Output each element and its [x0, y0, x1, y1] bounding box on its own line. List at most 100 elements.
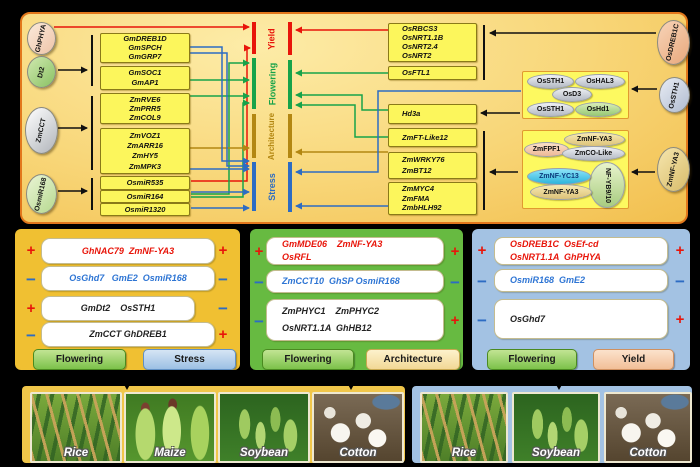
crop-photo-rice: Rice	[420, 392, 508, 463]
complex-oval: ZmNF-YA3	[564, 132, 625, 147]
complex-oval: OsSTH1	[527, 102, 574, 117]
trait-tag-flowering: Flowering	[33, 349, 126, 370]
trait-stress: Stress	[256, 162, 288, 211]
tag-label: Flowering	[284, 354, 332, 365]
gene-row: ZmPHYC1 ZmPHYC2 OsNRT1.1A GhHB12	[266, 299, 444, 341]
gene-box-hd3a: Hd3a	[388, 104, 477, 124]
effect-sign: +	[218, 326, 228, 343]
gene-box-zmmyc4: ZmMYC4 ZmFMA ZmbHLH92	[388, 182, 477, 215]
gene: OsmiR164	[126, 191, 164, 201]
trait-tag-architecture: Architecture	[366, 349, 460, 370]
trait-tag-yield: Yield	[593, 349, 674, 370]
trait-yield-label: Yield	[267, 27, 277, 50]
gene-box-osnrt: OsRBCS3 OsNRT1.1B OsNRT2.4 OsNRT2	[388, 23, 477, 62]
effect-sign: −	[26, 270, 36, 289]
effect-sign: +	[675, 242, 685, 259]
gene: OsNRT2	[402, 51, 432, 61]
gene-box-zmrve6: ZmRVE6 ZmPRR5 ZmCOL9	[100, 93, 190, 124]
tag-label: Architecture	[383, 354, 443, 365]
gene-box-osmir535: OsmiR535	[100, 176, 190, 190]
effect-sign: −	[477, 311, 487, 330]
effect-sign: −	[218, 270, 228, 289]
effect-sign: −	[218, 299, 228, 318]
gene-box-zmftlike12: ZmFT-Like12	[388, 128, 477, 147]
gene-list: ZmCCT GhDREB1	[89, 329, 167, 339]
crop-label: Cotton	[339, 447, 377, 459]
gene: GmGRP7	[128, 52, 162, 62]
gene: GmSOC1	[128, 68, 162, 78]
oval-osdreb1c-label: OsDREB1C	[665, 23, 682, 62]
gene-row: ZmCCT GhDREB1	[41, 322, 215, 347]
effect-sign: −	[477, 272, 487, 291]
complex-gene-label: NF-YB9/10	[603, 167, 611, 203]
gene-list: OsNRT1.1A GhHB12	[282, 323, 372, 333]
gene-list: GmDt2 OsSTH1	[80, 303, 156, 313]
oval-osmir168: OsmiR168	[26, 174, 57, 214]
complex-oval: OsD3	[552, 87, 592, 102]
effect-sign: +	[450, 312, 460, 329]
complex-gene-label: OsSTH1	[536, 78, 565, 85]
gene-list: ZmCCT10 GhSP OsmiR168	[282, 276, 400, 286]
gene: OsNRT1.1B	[402, 33, 444, 43]
gene-box-gmsoc1: GmSOC1 GmAP1	[100, 66, 190, 90]
gene-box-osmir164: OsmiR164	[100, 190, 190, 203]
oval-zmcct: ZmCCT	[25, 107, 58, 154]
gene-list: OsGhd7	[510, 313, 546, 324]
effect-sign: −	[254, 273, 264, 292]
gene-list: OsNRT1.1A GhPHYA	[510, 252, 601, 262]
crop-photo-soybean: Soybean	[218, 392, 310, 463]
down-arrow	[346, 381, 356, 390]
effect-sign: +	[675, 311, 685, 328]
gene-list: OsRFL	[282, 252, 312, 262]
gene-box-osmir1320: OsmiR1320	[100, 203, 190, 216]
oval-osmir168-label: OsmiR168	[34, 176, 49, 212]
gene-row: OsGhd7 GmE2 OsmiR168	[41, 266, 215, 291]
complex-oval: ZmCO-Like	[562, 146, 625, 161]
gene: OsRBCS3	[402, 24, 438, 34]
complex-gene-label: ZmNF-YA3	[543, 188, 579, 196]
gene-row: OsmiR168 GmE2	[494, 269, 668, 292]
gene-list: OsmiR168 GmE2	[510, 275, 586, 285]
effect-sign: −	[675, 272, 685, 291]
gene: OsNRT2.4	[402, 42, 438, 52]
gene: GmDREB1D	[123, 34, 167, 44]
gene-row: GmDt2 OsSTH1	[41, 296, 195, 321]
effect-sign: +	[254, 243, 264, 260]
trait-flowering: Flowering	[256, 58, 288, 109]
complex-oval: ZmNF-YA3	[530, 184, 592, 200]
oval-ghphya-label: GhPHYA	[34, 23, 49, 54]
gene-row: GhNAC79 ZmNF-YA3	[41, 238, 215, 264]
effect-sign: +	[450, 243, 460, 260]
crop-label: Maize	[154, 447, 186, 459]
gene: GmSPCH	[128, 43, 162, 53]
complex-oval: ZmFPF1	[524, 142, 569, 157]
gene-box-gm-flowering: GmDREB1D GmSPCH GmGRP7	[100, 33, 190, 63]
gene-box-osftl1: OsFTL1	[388, 66, 477, 80]
gene: ZmVOZ1	[129, 130, 161, 140]
oval-zmnfya3-label: ZmNF-YA3	[666, 151, 681, 188]
gene-list: GmMDE06 ZmNF-YA3	[282, 239, 383, 249]
oval-osth1: OsSTH1	[659, 77, 690, 113]
oval-dt2: Dt2	[27, 56, 56, 88]
oval-ghphya: GhPHYA	[27, 22, 56, 55]
gene: ZmARR16	[127, 141, 163, 151]
gene-list: OsGhd7 GmE2 OsmiR168	[69, 273, 187, 283]
crop-photo-cotton: Cotton	[604, 392, 692, 463]
effect-sign: −	[254, 312, 264, 331]
tag-label: Flowering	[508, 354, 556, 365]
crop-label: Rice	[63, 447, 89, 459]
gene: ZmHY5	[132, 151, 158, 161]
crop-photo-maize: Maize	[124, 392, 216, 463]
complex-gene-label: OsHAL3	[586, 78, 614, 85]
tag-label: Yield	[621, 354, 646, 365]
gene: ZmCOL9	[129, 112, 161, 122]
trait-yield: Yield	[256, 22, 288, 55]
gene: ZmFT-Like12	[402, 132, 448, 142]
complex-oval: OsHAL3	[575, 74, 625, 89]
gene: ZmMYC4	[402, 184, 435, 194]
complex-gene-label: OsHd1	[586, 106, 610, 113]
gene-box-zmwrky76: ZmWRKY76 ZmBT12	[388, 152, 477, 179]
gene: ZmMPK3	[128, 161, 162, 171]
trait-stress-label: Stress	[267, 172, 277, 201]
